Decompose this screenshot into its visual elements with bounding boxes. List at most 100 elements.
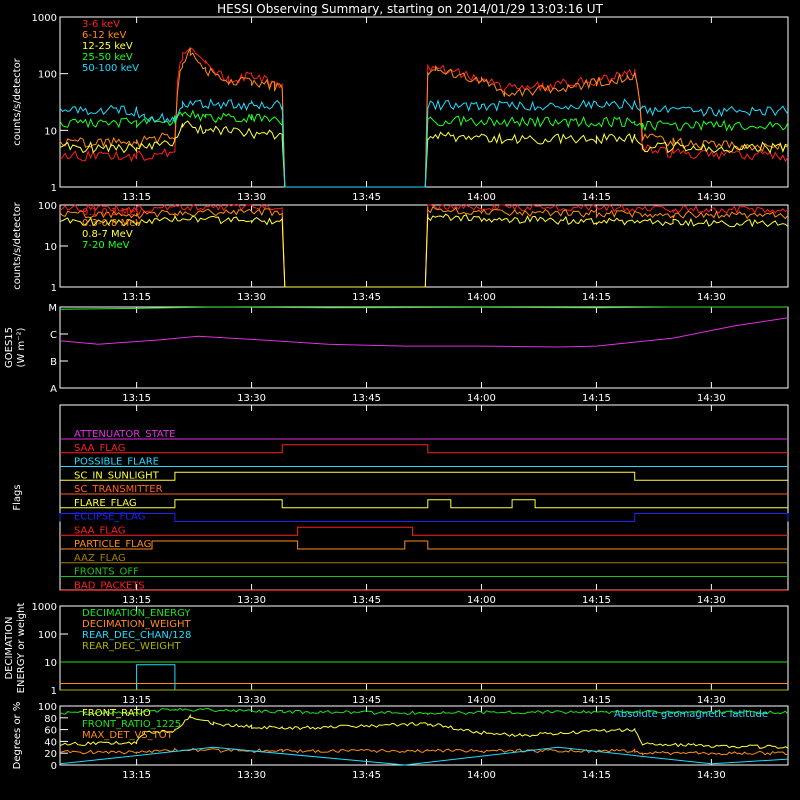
y-axis-label: Degrees or % (12, 702, 23, 770)
legend-entry: 50-100 keV (82, 63, 139, 74)
x-tick-label: 14:15 (582, 695, 611, 706)
x-tick-label: 14:00 (467, 770, 496, 781)
y-tick-label: 100 (38, 630, 57, 641)
legend-entry: REAR_DEC_CHAN/128 (82, 630, 191, 641)
x-tick-label: 13:30 (237, 595, 266, 606)
panel-frame (59, 705, 789, 766)
y-axis-label: counts/s/detector (12, 201, 23, 289)
legend-entry: 0.8-7 MeV (82, 229, 133, 240)
x-tick-label: 13:30 (237, 192, 266, 203)
legend-entry: FRONT_RATIO (82, 708, 151, 719)
x-tick-label: 14:00 (467, 393, 496, 404)
flag-line (60, 444, 788, 454)
x-tick-label: 14:30 (697, 192, 726, 203)
series-line-front-ratio (59, 713, 789, 749)
flag-line (60, 499, 788, 509)
y-tick-label: 60 (44, 726, 57, 737)
y-tick-label: 1 (51, 283, 57, 294)
y-axis-label-2: ENERGY or weight (16, 603, 27, 694)
x-tick-label: 13:15 (122, 292, 151, 303)
flag-line (59, 513, 789, 522)
y-tick-label: 1 (51, 686, 57, 697)
flag-label: FRONTS_OFF (74, 567, 139, 578)
x-tick-label: 13:30 (237, 695, 266, 706)
flag-label: PARTICLE_FLAG (74, 539, 151, 550)
x-tick-label: 13:45 (352, 770, 381, 781)
x-tick-label: 14:15 (582, 292, 611, 303)
series-line-0-3-0-8-mev (59, 205, 789, 288)
y-tick-label: 100 (38, 201, 57, 212)
flag-label: SAA_FLAG (74, 443, 125, 454)
x-tick-label: 13:30 (237, 393, 266, 404)
y-axis-label: counts/s/detector (12, 57, 23, 145)
x-tick-label: 14:00 (467, 595, 496, 606)
x-tick-label: 13:30 (237, 770, 266, 781)
legend-entry: REAR_DEC_WEIGHT (82, 641, 181, 652)
panel-flags: 13:15 13:30 13:45 14:00 14:15 14:30 Flags ATTEN… (12, 404, 789, 606)
x-tick-label: 14:15 (582, 192, 611, 203)
series-line-0-1-0-3-mev (59, 203, 789, 288)
x-tick-label: 14:00 (467, 695, 496, 706)
x-tick-label: 14:30 (697, 695, 726, 706)
panel-frame (59, 306, 789, 389)
series-line-front-ratio-1225 (59, 707, 789, 716)
y-tick-label: 10 (44, 658, 57, 669)
series-line-0-8-7-mev (59, 213, 789, 288)
y-tick-label: 1 (51, 183, 57, 194)
x-tick-label: 13:15 (122, 393, 151, 404)
x-tick-label: 13:45 (352, 192, 381, 203)
legend-entry: 12-25 keV (82, 41, 133, 52)
x-tick-label: 13:45 (352, 292, 381, 303)
series-line-goes-0-5-4- (59, 317, 789, 348)
flag-label: ATTENUATOR_STATE (74, 429, 175, 440)
y-tick-label: 40 (44, 737, 57, 748)
chart-panels: 13:15 13:30 13:45 14:00 14:15 14:301101001000… (4, 13, 789, 781)
x-tick-label: 14:15 (582, 770, 611, 781)
flag-label: SAA_FLAG (74, 525, 125, 536)
legend-entry: 0.1-0.3 MeV (82, 207, 142, 218)
y-tick-label: A (50, 384, 57, 395)
legend-entry: DECIMATION_WEIGHT (82, 619, 191, 630)
x-tick-label: 14:15 (582, 595, 611, 606)
chart-title: HESSI Observing Summary, starting on 201… (217, 2, 603, 16)
y-tick-label: 20 (44, 749, 57, 760)
x-tick-label: 14:30 (697, 595, 726, 606)
flag-label: BAD_PACKETS (74, 580, 145, 591)
y-axis-label-2: (W m⁻²) (16, 327, 27, 367)
y-tick-label: 10 (44, 242, 57, 253)
panel-goes: 13:15 13:30 13:45 14:00 14:15 14:30 A B C M GOES15… (4, 303, 789, 404)
y-axis-label: Flags (12, 484, 23, 510)
annotation-label: Absolute geomagnetic latitude (614, 709, 768, 720)
flag-label: POSSIBLE_FLARE (74, 457, 159, 468)
panel-ratios: 13:15 13:30 13:45 14:00 14:15 14:30 0204060801… (12, 702, 789, 781)
panel-gamma: 13:15 13:30 13:45 14:00 14:15 14:30 1 10 100 coun… (12, 201, 789, 303)
legend-entry: FRONT_RATIO_1225 (82, 719, 181, 730)
y-tick-label: 80 (44, 714, 57, 725)
legend-entry: MAX_DET_VS_TOT (82, 730, 174, 741)
legend-entry: 6-12 keV (82, 30, 126, 41)
x-tick-label: 14:30 (697, 393, 726, 404)
x-tick-label: 13:45 (352, 393, 381, 404)
y-tick-label: 0 (51, 761, 57, 772)
x-tick-label: 13:15 (122, 695, 151, 706)
legend-entry: 7-20 MeV (82, 240, 130, 251)
y-tick-label: 100 (38, 70, 57, 81)
x-tick-label: 13:45 (352, 595, 381, 606)
legend-entry: 0.3-0.8 MeV (82, 218, 142, 229)
y-tick-label: 10 (44, 126, 57, 137)
panel-decimation: 13:15 13:30 13:45 14:00 14:15 14:30 1 10 100 1000… (4, 602, 789, 706)
series-line-6-12-kev (59, 47, 789, 188)
y-tick-label: C (50, 330, 57, 341)
x-tick-label: 14:30 (697, 770, 726, 781)
flag-line (60, 540, 788, 550)
legend-entry: 25-50 keV (82, 52, 133, 63)
flag-label: SC_IN_SUNLIGHT (74, 470, 160, 481)
panel-frame (59, 204, 789, 288)
panel-frame (59, 16, 789, 188)
y-tick-label: B (50, 357, 57, 368)
series-line-absolute-geomagnetic-latitude (59, 746, 789, 766)
flag-line (60, 471, 788, 481)
x-tick-label: 13:15 (122, 595, 151, 606)
legend-entry: DECIMATION_ENERGY (82, 608, 191, 619)
